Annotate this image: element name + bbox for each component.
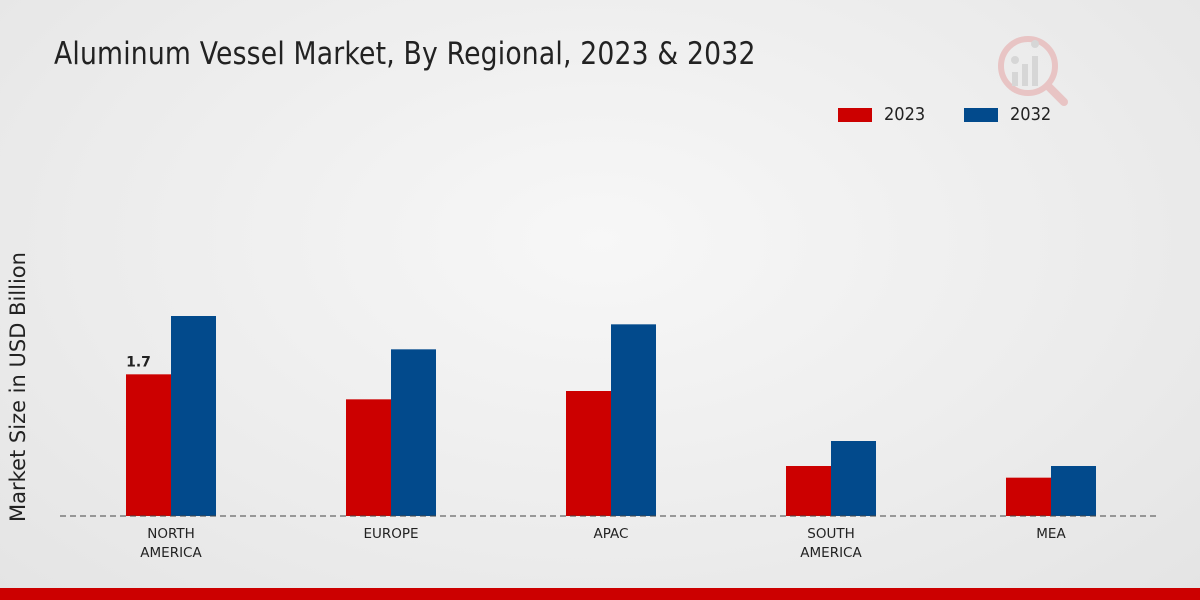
bar-2023-4 [1006, 477, 1051, 516]
data-label-0: 1.7 [126, 354, 151, 370]
x-tick-label-1: EUROPE [363, 526, 418, 542]
legend-label-2032: 2032 [1009, 104, 1052, 125]
footer-bar [0, 588, 1200, 600]
legend-item-2032: 2032 [963, 104, 1056, 125]
brand-logo-icon [998, 36, 1068, 106]
bar-2023-1 [346, 399, 391, 516]
bar-2023-0 [126, 374, 171, 516]
bar-2023-2 [566, 391, 611, 516]
bar-2032-4 [1051, 466, 1096, 516]
legend-item-2023: 2023 [838, 104, 930, 125]
chart-title: Aluminum Vessel Market, By Regional, 202… [54, 36, 756, 72]
x-tick-label-4: MEA [1036, 526, 1066, 542]
bar-2032-0 [171, 316, 216, 516]
x-tick-label-0: NORTH AMERICA [140, 526, 202, 561]
bar-2032-1 [391, 349, 436, 516]
x-tick-label-3: SOUTH AMERICA [800, 526, 862, 561]
bar-2032-2 [611, 324, 656, 516]
bar-2023-3 [786, 466, 831, 516]
legend-label-2023: 2023 [884, 104, 926, 125]
x-tick-label-2: APAC [594, 526, 629, 542]
legend-swatch-2023 [838, 107, 872, 122]
bar-2032-3 [831, 441, 876, 516]
chart-legend: 2023 2032 [838, 104, 1056, 125]
legend-swatch-2032 [963, 107, 998, 122]
